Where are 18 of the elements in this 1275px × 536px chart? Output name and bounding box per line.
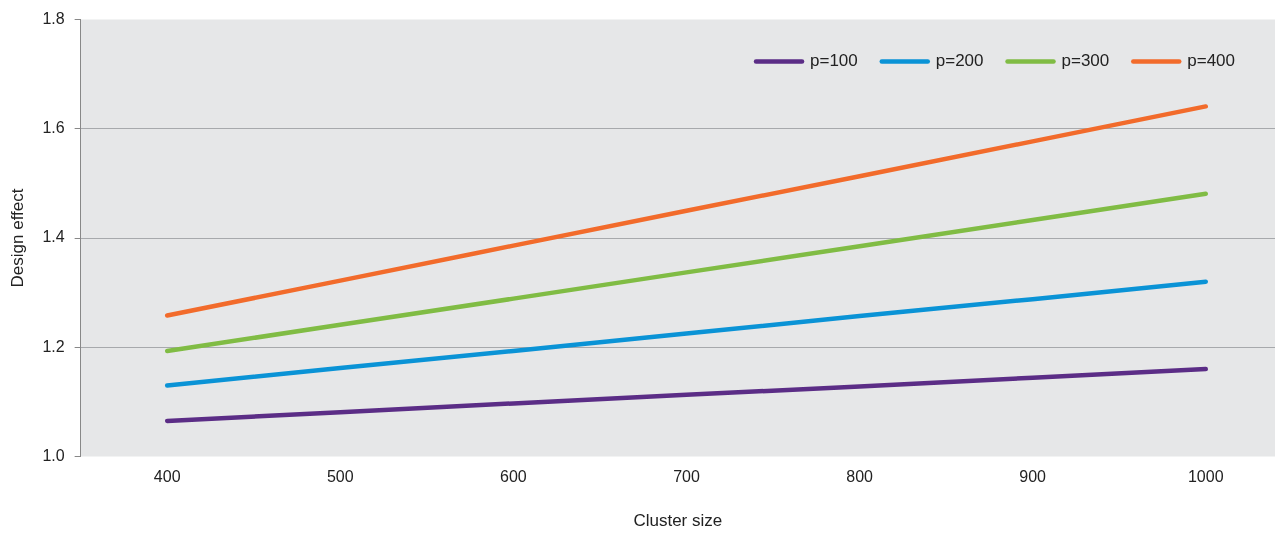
x-tick-label: 700 <box>673 468 700 486</box>
x-tick-label: 400 <box>153 468 181 486</box>
y-tick-label: 1.4 <box>42 228 65 246</box>
x-tick-label: 900 <box>1019 468 1047 486</box>
x-tick-label: 600 <box>500 468 527 486</box>
x-tick-label: 800 <box>846 468 874 486</box>
y-tick-label: 1.8 <box>42 10 65 28</box>
legend-label: p=300 <box>1061 51 1110 71</box>
y-tick-label: 1.2 <box>42 337 65 355</box>
x-axis-title: Cluster size <box>633 511 723 531</box>
y-axis-title: Design effect <box>7 188 27 288</box>
legend-label: p=400 <box>1187 51 1235 71</box>
legend-label: p=200 <box>935 51 984 71</box>
y-tick-label: 1.0 <box>42 446 65 464</box>
x-tick-label: 1000 <box>1187 468 1224 486</box>
x-tick-label: 500 <box>326 468 354 486</box>
legend-label: p=100 <box>810 51 858 71</box>
y-tick-label: 1.6 <box>42 119 65 137</box>
